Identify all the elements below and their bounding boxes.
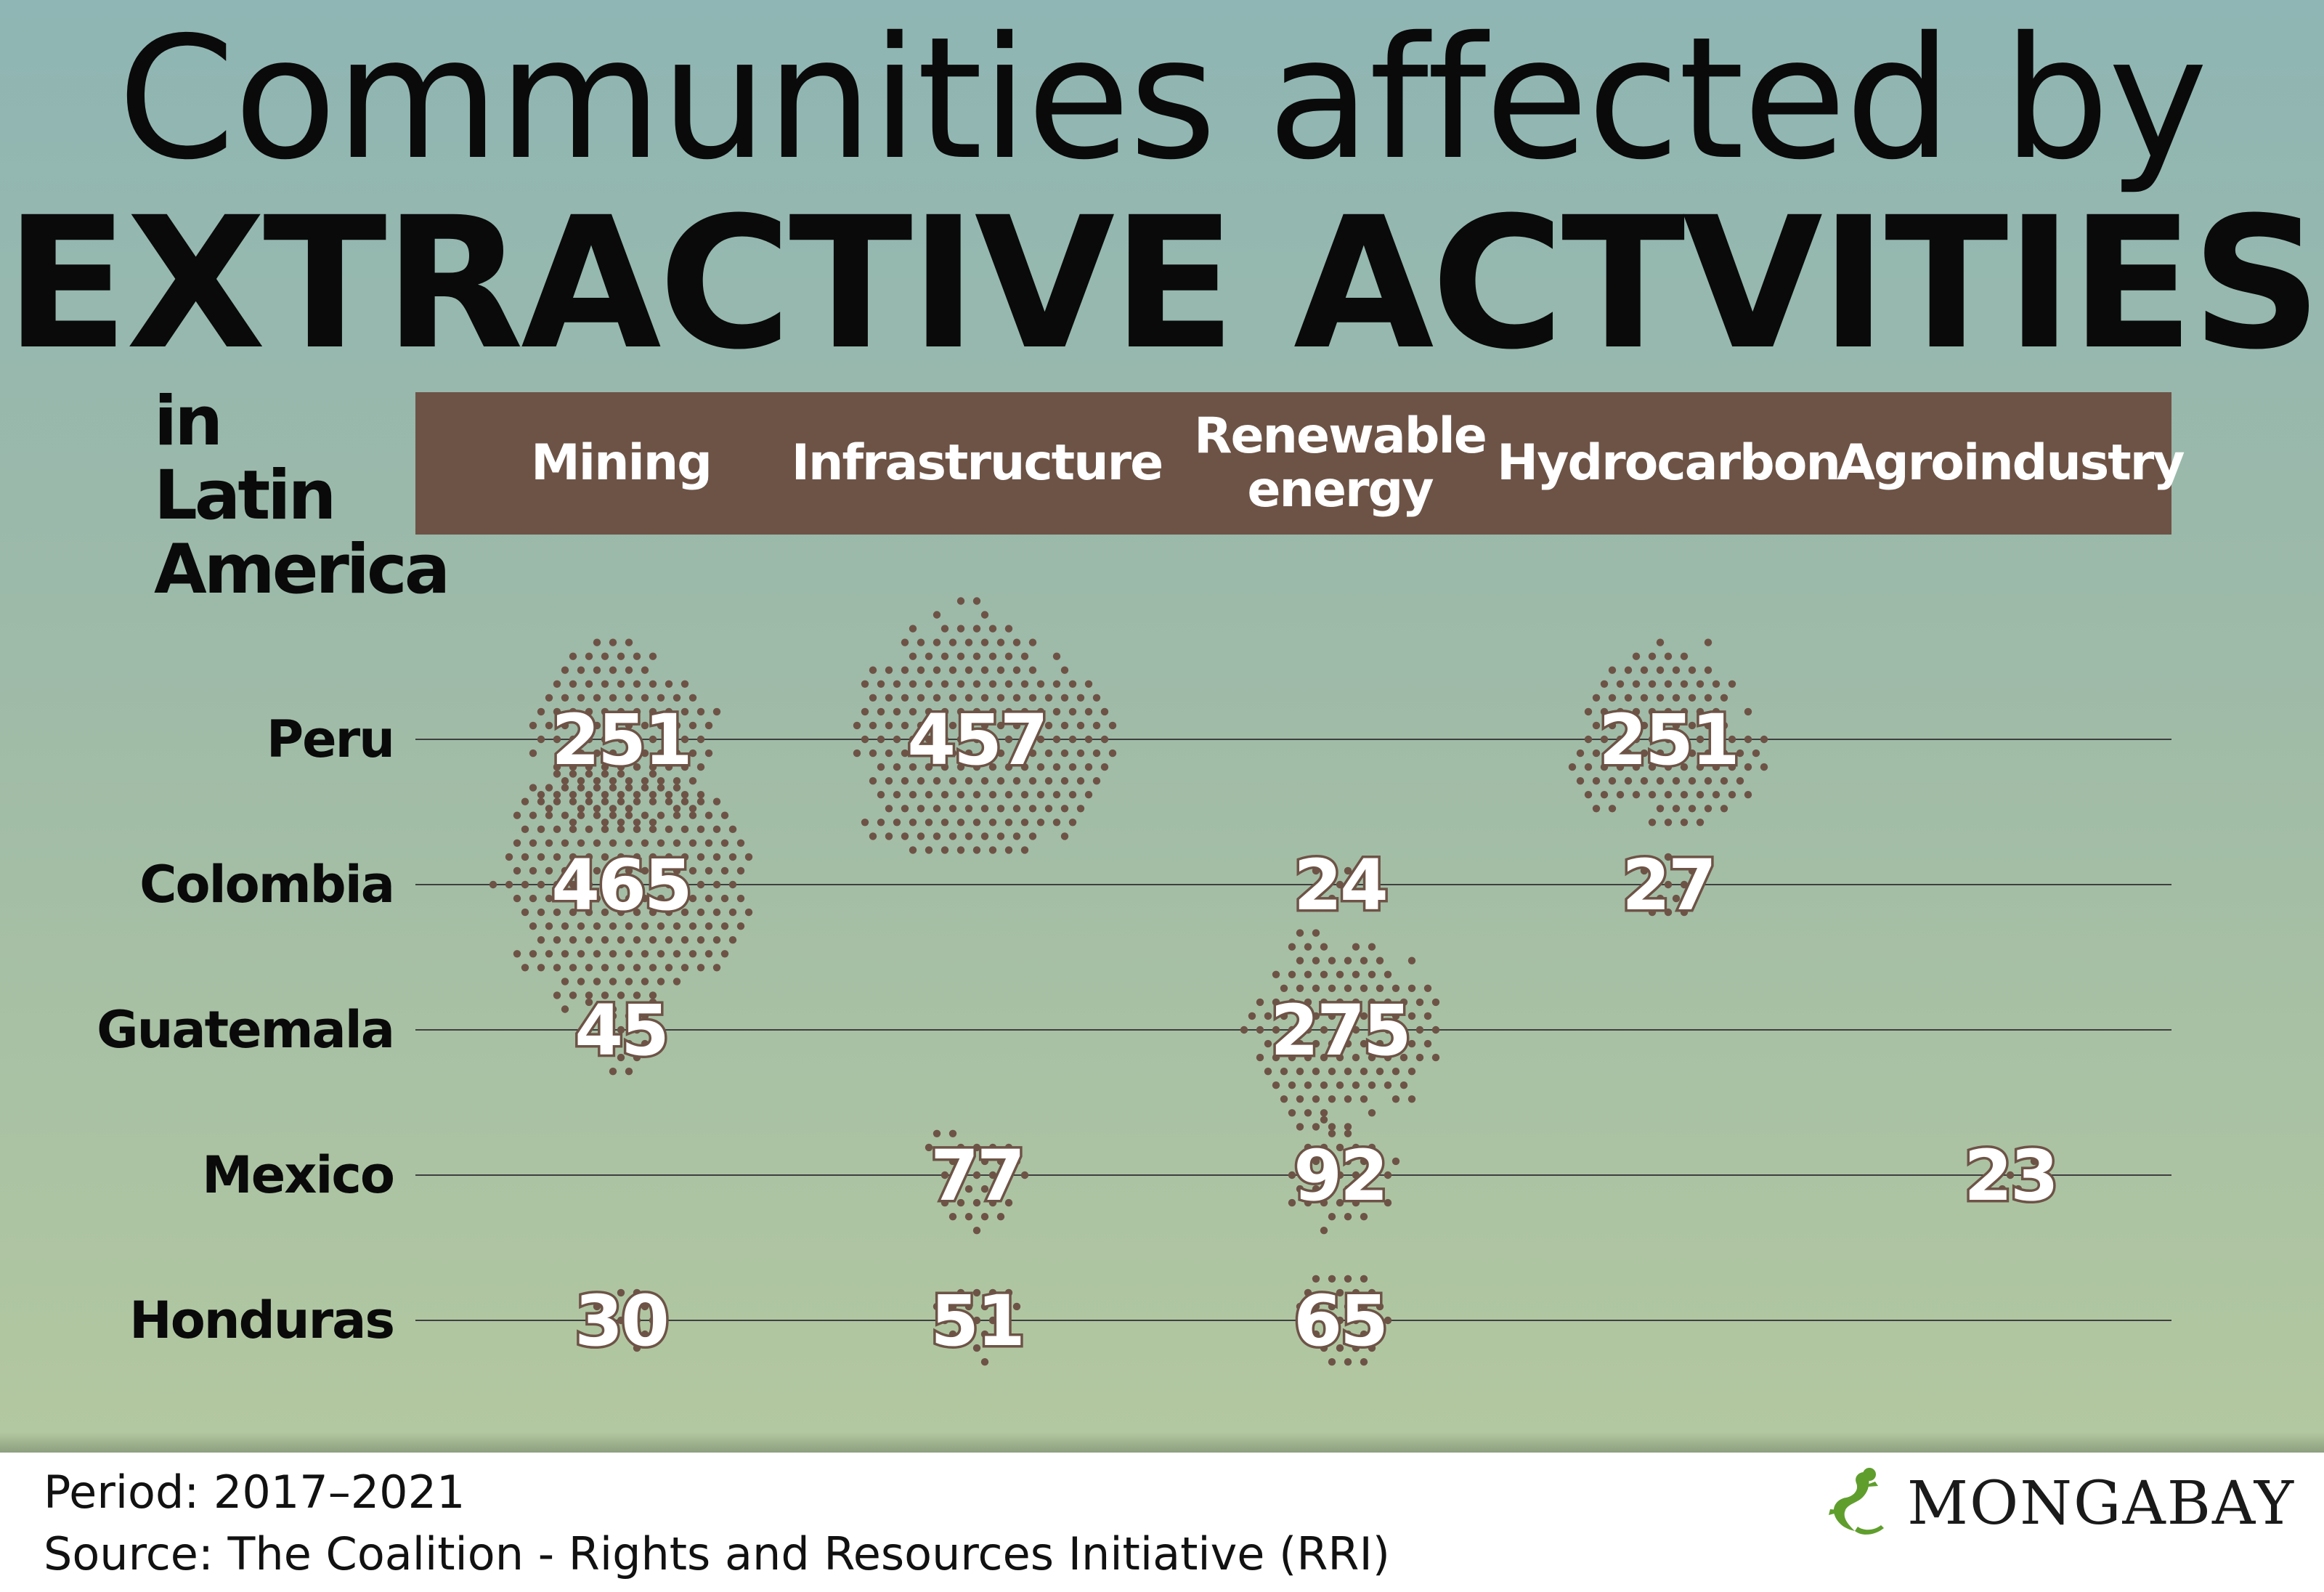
value-label-renewable-energy-mexico: 92 [1293,1135,1386,1217]
row-label-guatemala: Guatemala [97,1000,395,1060]
bubble-renewable-energy-honduras [1296,1275,1392,1366]
gecko-icon [1829,1468,1885,1535]
source-note: Source: The Coalition - Rights and Resou… [44,1527,1390,1580]
row-label-colombia: Colombia [139,855,395,914]
logo-wordmark: MONGABAY [1907,1469,2295,1538]
value-label-infrastructure-honduras: 51 [930,1280,1023,1362]
column-header-mining: Mining [531,434,712,492]
value-label-mining-honduras: 30 [574,1280,667,1362]
value-label-infrastructure-peru: 457 [907,699,1046,781]
bubble-renewable-energy-mexico [1288,1116,1400,1235]
bubble-agroindustry-mexico [1982,1157,2039,1193]
bubble-chart: 251 465 45 30 457 77 51 24 275 92 65 251 27 23 [415,597,2171,1366]
bubble-hydrocarbon-colombia [1640,853,1705,917]
infographic-panel [0,0,2324,1453]
title-line-2: EXTRACTIVE ACTVITIES [4,178,2323,389]
column-header-agroindustry: Agroindustry [1837,434,2185,492]
row-label-honduras: Honduras [129,1291,395,1350]
bubble-mining-honduras [585,1288,657,1352]
value-label-renewable-energy-honduras: 65 [1293,1280,1386,1362]
row-label-mexico: Mexico [202,1145,395,1205]
column-header-renewable-energy: Renewable energy [1194,407,1487,519]
value-label-hydrocarbon-colombia: 27 [1622,845,1715,926]
bubble-infrastructure-mexico [925,1129,1029,1235]
value-label-hydrocarbon-peru: 251 [1598,699,1737,781]
value-label-agroindustry-mexico: 23 [1964,1135,2057,1217]
value-label-mining-guatemala: 45 [574,990,667,1071]
value-label-renewable-energy-colombia: 24 [1293,845,1386,926]
value-label-mining-peru: 251 [551,699,690,781]
bubble-mining-peru [529,638,721,827]
row-label-peru: Peru [266,710,395,769]
bubble-renewable-energy-guatemala [1240,929,1440,1131]
panel-bottom-shadow [0,1432,2324,1453]
bubble-hydrocarbon-peru [1568,638,1768,827]
bubble-dots [489,597,2039,1366]
value-label-infrastructure-mexico: 77 [930,1135,1023,1217]
bubble-mining-guatemala [585,998,657,1076]
value-label-renewable-energy-guatemala: 275 [1270,990,1409,1071]
bubble-renewable-energy-colombia [1312,866,1368,903]
mongabay-logo: MONGABAY [1817,1467,2295,1540]
value-labels: 251 465 45 30 457 77 51 24 275 92 65 251 27 23 [549,697,2061,1365]
column-header-hydrocarbon: Hydrocarbon [1497,434,1841,492]
value-label-mining-colombia: 465 [551,845,690,926]
bubble-infrastructure-peru [853,597,1117,854]
column-header-infrastructure: Infrastructure [791,434,1164,492]
period-note: Period: 2017–2021 [44,1466,466,1519]
bubble-infrastructure-honduras [933,1288,1021,1366]
title-line-1: Communities affected by [117,1,2208,197]
column-header-bar: Mining Infrastructure Renewable energy Hydr… [415,392,2185,535]
bubble-mining-colombia [489,756,753,1027]
subtitle-line-1: in Latin [154,382,336,535]
